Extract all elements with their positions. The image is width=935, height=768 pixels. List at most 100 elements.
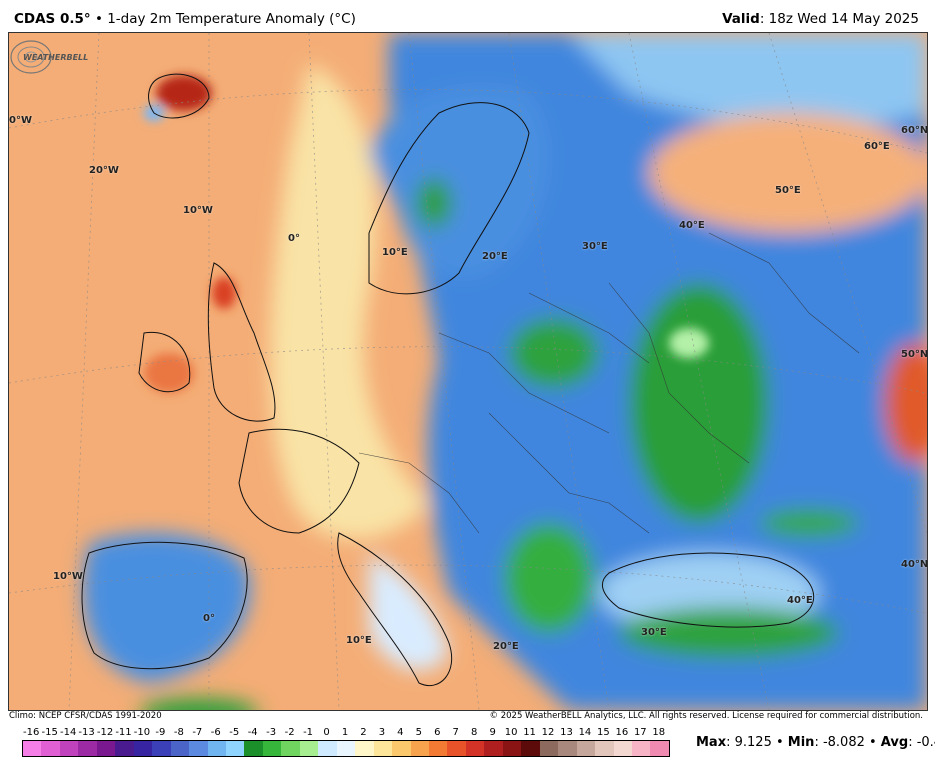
colorbar-tick-label: -13: [78, 727, 95, 738]
grid-label: 40°E: [679, 220, 705, 231]
map-title: CDAS 0.5° • 1-day 2m Temperature Anomaly…: [14, 11, 356, 27]
grid-label: 50°N: [901, 349, 928, 360]
colorbar-tick-label: -3: [266, 727, 277, 738]
colorbar-swatch: [595, 741, 614, 756]
colorbar-tick-label: -7: [192, 727, 203, 738]
grid-label: 10°E: [382, 247, 408, 258]
grid-label: 20°E: [482, 251, 508, 262]
anomaly-hotspots: [144, 75, 709, 393]
model-name: CDAS 0.5°: [14, 11, 91, 27]
colorbar-tick-label: -8: [173, 727, 184, 738]
colorbar-tick-label: -11: [115, 727, 132, 738]
colorbar-swatch: [225, 741, 245, 756]
grid-label: 20°E: [493, 641, 519, 652]
colorbar-swatch: [133, 741, 153, 756]
min-value: : -8.082 •: [814, 735, 881, 750]
colorbar-swatch: [115, 741, 134, 756]
colorbar-tick-label: 13: [560, 727, 573, 738]
colorbar-swatch: [96, 741, 116, 756]
colorbar-tick-label: -16: [23, 727, 40, 738]
colorbar-tick-label: 10: [504, 727, 518, 738]
colorbar-tick-label: -2: [284, 727, 295, 738]
colorbar-swatch: [355, 741, 374, 756]
colorbar-swatch: [650, 741, 669, 756]
colorbar-tick-label: 16: [615, 727, 629, 738]
colorbar-tick-label: 15: [597, 727, 610, 738]
colorbar-tick-label: 14: [578, 727, 592, 738]
colorbar-labels: -16 -15 -14 -13 -12 -11 -10 -9 -8 -7 -6 -5 -4 -3 -2 -1 0…: [22, 727, 668, 739]
colorbar-tick-label: 12: [541, 727, 555, 738]
colorbar-swatch: [336, 741, 356, 756]
colorbar-tick-label: 9: [489, 727, 496, 738]
logo-text: WEATHERBELL: [23, 53, 88, 62]
valid-time: Valid: 18z Wed 14 May 2025: [722, 11, 919, 27]
colorbar-tick-label: 0: [323, 727, 330, 738]
colorbar-swatch: [558, 741, 577, 756]
colorbar-tick-label: 4: [397, 727, 404, 738]
title-separator: •: [94, 11, 103, 27]
colorbar-tick-label: 7: [452, 727, 459, 738]
colorbar-swatch: [613, 741, 632, 756]
country-borders: [358, 232, 860, 534]
product-name: 1-day 2m Temperature Anomaly (°C): [107, 11, 356, 27]
colorbar-tick-label: 5: [415, 727, 423, 738]
colorbar-swatch: [41, 741, 60, 756]
max-value: : 9.125 •: [726, 735, 788, 750]
colorbar-swatch: [189, 741, 208, 756]
colorbar-swatch: [410, 741, 429, 756]
coastlines: [81, 73, 815, 687]
avg-label: Avg: [880, 735, 909, 750]
colorbar-tick-label: -5: [229, 727, 240, 738]
colorbar-tick-label: -14: [59, 727, 77, 738]
colorbar-swatch: [23, 741, 42, 756]
grid-label: 0°W: [9, 115, 32, 126]
colorbar-swatch: [465, 741, 485, 756]
colorbar-swatch: [152, 741, 171, 756]
colorbar-swatch: [244, 741, 263, 756]
grid-label: 10°E: [346, 635, 372, 646]
colorbar-swatch: [262, 741, 282, 756]
colorbar-tick-label: 17: [633, 727, 647, 738]
min-label: Min: [787, 735, 815, 750]
grid-label: 30°E: [641, 627, 667, 638]
colorbar-tick-label: -15: [41, 727, 58, 738]
weatherbell-logo: WEATHERBELL: [10, 40, 88, 74]
colorbar: [22, 740, 670, 757]
grid-label: 50°E: [775, 185, 801, 196]
colorbar-swatch: [521, 741, 540, 756]
colorbar-tick-label: -10: [133, 727, 151, 738]
header-bar: CDAS 0.5° • 1-day 2m Temperature Anomaly…: [0, 0, 935, 32]
avg-value: : -0.465: [908, 735, 935, 750]
colorbar-swatch: [539, 741, 559, 756]
colorbar-swatch: [170, 741, 190, 756]
colorbar-swatch: [299, 741, 319, 756]
max-label: Max: [696, 735, 727, 750]
colorbar-swatch: [59, 741, 79, 756]
colorbar-swatch: [207, 741, 226, 756]
map-canvas: [9, 33, 927, 710]
grid-label: 40°N: [901, 559, 928, 570]
grid-label: 0°: [203, 613, 215, 624]
grid-label: 30°E: [582, 241, 608, 252]
valid-value: : 18z Wed 14 May 2025: [759, 11, 919, 27]
colorbar-tick-label: -12: [96, 727, 114, 738]
grid-label: 40°E: [787, 595, 813, 606]
colorbar-swatch: [373, 741, 393, 756]
valid-label: Valid: [722, 11, 760, 27]
colorbar-swatch: [631, 741, 651, 756]
colorbar-tick-label: 8: [471, 727, 478, 738]
colorbar-tick-label: 18: [652, 727, 666, 738]
field-stats: Max: 9.125 • Min: -8.082 • Avg: -0.465: [696, 735, 935, 750]
colorbar-swatch: [78, 741, 97, 756]
climo-note: Climo: NCEP CFSR/CDAS 1991-2020: [9, 711, 162, 721]
colorbar-tick-label: 2: [360, 727, 367, 738]
grid-label: 60°E: [864, 141, 890, 152]
colorbar-tick-label: 1: [341, 727, 349, 738]
grid-label: 10°W: [53, 571, 83, 582]
colorbar-swatch: [576, 741, 596, 756]
colorbar-swatch: [428, 741, 448, 756]
colorbar-swatch: [318, 741, 337, 756]
colorbar-swatch: [502, 741, 522, 756]
grid-label: 0°: [288, 233, 300, 244]
copyright-note: © 2025 WeatherBELL Analytics, LLC. All r…: [489, 711, 923, 721]
